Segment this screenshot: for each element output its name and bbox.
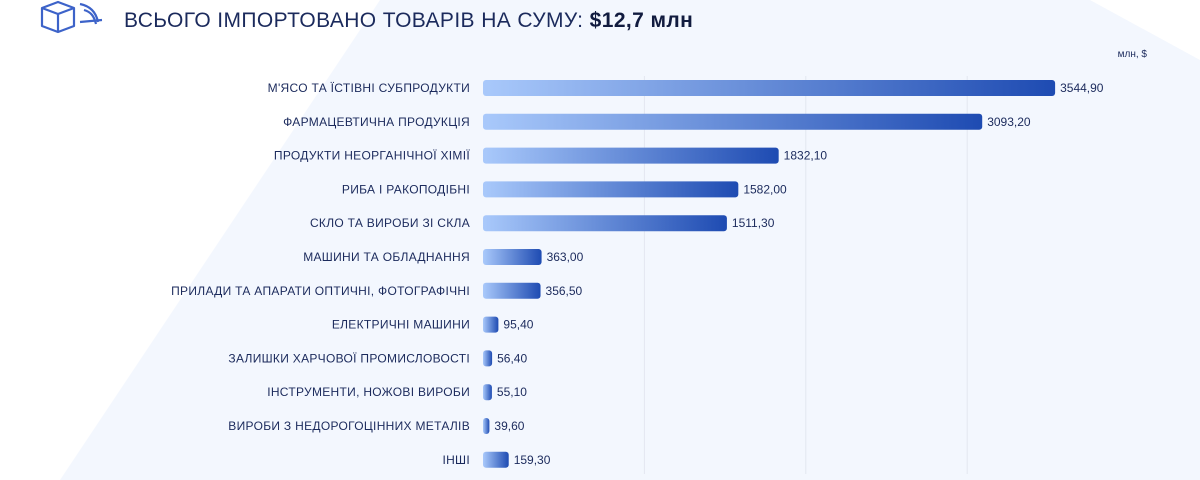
- category-label: ІНШІ: [442, 453, 470, 467]
- category-label: ЗАЛИШКИ ХАРЧОВОЇ ПРОМИСЛОВОСТІ: [228, 351, 470, 365]
- bar-3: [483, 147, 779, 164]
- value-label: 356,50: [546, 284, 583, 298]
- category-label: СКЛО ТА ВИРОБИ ЗІ СКЛА: [310, 216, 470, 230]
- bar-11: [483, 418, 490, 434]
- value-label: 3544,90: [1060, 81, 1104, 95]
- value-label: 363,00: [547, 250, 584, 264]
- bar-7: [483, 282, 541, 299]
- bar-5: [483, 215, 727, 232]
- category-label: ЕЛЕКТРИЧНІ МАШИНИ: [332, 318, 470, 332]
- value-label: 95,40: [503, 318, 533, 332]
- bar-4: [483, 181, 739, 198]
- bar-9: [483, 350, 493, 367]
- category-label: ВИРОБИ З НЕДОРОГОЦІННИХ МЕТАЛІВ: [228, 419, 470, 433]
- category-label: ФАРМАЦЕВТИЧНА ПРОДУКЦІЯ: [283, 115, 470, 129]
- horizontal-bar-chart: М'ЯСО ТА ЇСТІВНІ СУБПРОДУКТИ ФАРМАЦЕВТИЧН…: [171, 49, 1148, 474]
- category-label: М'ЯСО ТА ЇСТІВНІ СУБПРОДУКТИ: [268, 81, 470, 95]
- bar-12: [483, 451, 509, 468]
- value-label: 159,30: [514, 453, 551, 467]
- value-labels: 3544,90 3093,20 1832,10 1582,00 1511,30 363,0…: [494, 81, 1103, 467]
- bars: [483, 80, 1056, 468]
- category-label: ПРОДУКТИ НЕОРГАНІЧНОЇ ХІМІЇ: [274, 149, 470, 163]
- bar-10: [483, 384, 492, 401]
- value-label: 3093,20: [987, 115, 1031, 129]
- unit-label: млн, $: [1118, 49, 1148, 60]
- value-label: 56,40: [497, 351, 527, 365]
- bar-8: [483, 316, 499, 333]
- category-label: МАШИНИ ТА ОБЛАДНАННЯ: [303, 250, 470, 264]
- import-box-globe-icon: [40, 0, 103, 34]
- value-label: 1832,10: [784, 149, 828, 163]
- bar-2: [483, 113, 983, 130]
- value-label: 1511,30: [732, 216, 775, 230]
- title-prefix: ВСЬОГО ІМПОРТОВАНО ТОВАРІВ НА СУМУ:: [124, 9, 584, 32]
- page-title: ВСЬОГО ІМПОРТОВАНО ТОВАРІВ НА СУМУ: $12,…: [124, 9, 693, 33]
- bar-1: [483, 80, 1056, 96]
- gridlines: [643, 76, 968, 474]
- bar-6: [483, 249, 542, 265]
- category-labels: М'ЯСО ТА ЇСТІВНІ СУБПРОДУКТИ ФАРМАЦЕВТИЧН…: [171, 81, 470, 467]
- category-label: ІНСТРУМЕНТИ, НОЖОВІ ВИРОБИ: [267, 385, 470, 399]
- category-label: РИБА І РАКОПОДІБНІ: [342, 182, 470, 196]
- value-label: 55,10: [497, 385, 527, 399]
- title-total-value: $12,7 млн: [589, 9, 694, 32]
- category-label: ПРИЛАДИ ТА АПАРАТИ ОПТИЧНІ, ФОТОГРАФІЧНІ: [171, 284, 470, 298]
- value-label: 1582,00: [743, 182, 787, 196]
- value-label: 39,60: [494, 419, 524, 433]
